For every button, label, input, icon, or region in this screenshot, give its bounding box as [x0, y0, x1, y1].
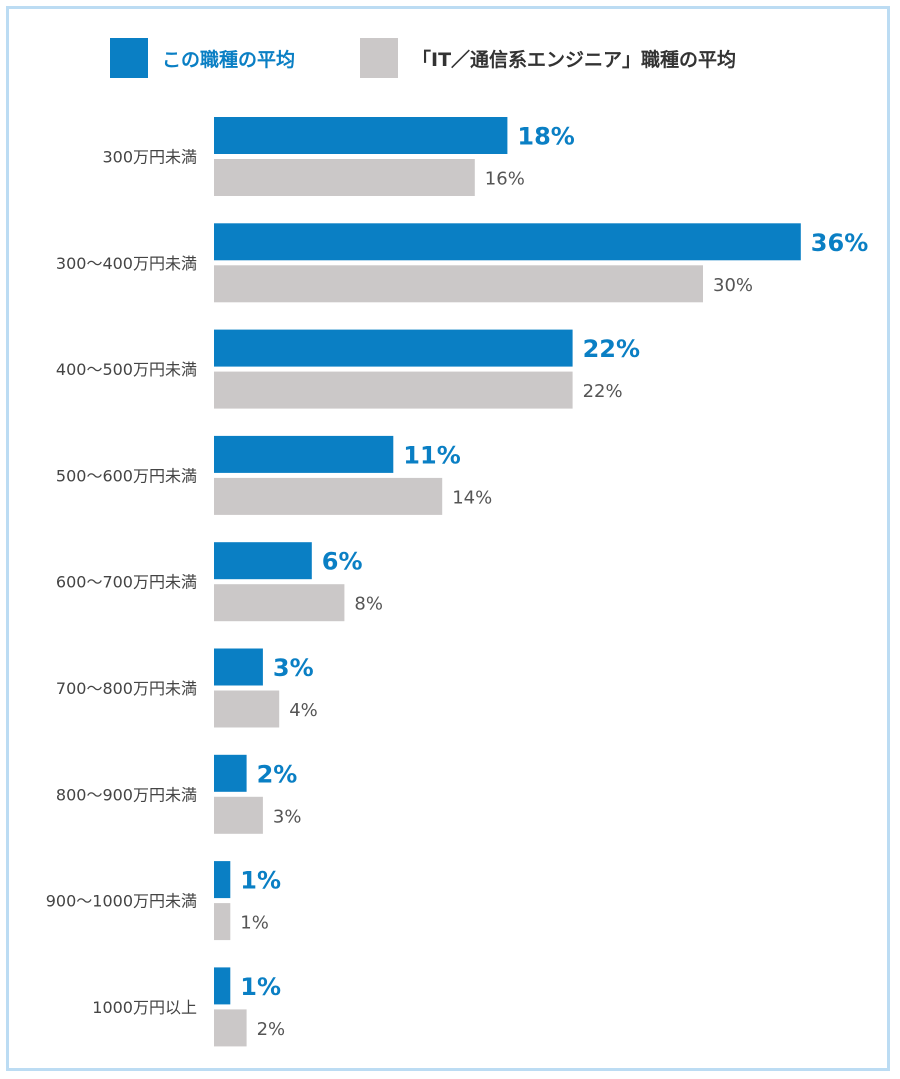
data-label-secondary: 14%	[452, 487, 492, 508]
data-label-secondary: 16%	[485, 169, 525, 190]
bar-primary	[214, 329, 573, 367]
legend-item-primary: この職種の平均	[110, 38, 295, 78]
category-label: 600〜700万円未満	[56, 573, 197, 592]
bar-primary	[214, 648, 263, 686]
data-label-primary: 22%	[583, 335, 640, 363]
bar-secondary	[214, 690, 280, 728]
category-label: 400〜500万円未満	[56, 360, 197, 379]
legend-label-primary: この職種の平均	[162, 48, 296, 71]
bar-primary	[214, 967, 231, 1005]
chart-frame	[6, 6, 890, 1071]
data-label-secondary: 1%	[240, 913, 269, 934]
legend-swatch-secondary	[360, 38, 398, 78]
data-label-secondary: 22%	[583, 381, 623, 402]
legend: この職種の平均 「IT／通信系エンジニア」職種の平均	[0, 38, 900, 78]
data-label-primary: 6%	[322, 548, 363, 576]
bar-secondary	[214, 1009, 247, 1047]
data-label-secondary: 2%	[257, 1019, 286, 1040]
bar-primary	[214, 117, 508, 154]
data-label-secondary: 30%	[713, 275, 753, 296]
category-label: 800〜900万円未満	[56, 785, 197, 804]
category-label: 700〜800万円未満	[56, 679, 197, 698]
bar-primary	[214, 223, 801, 261]
category-label: 500〜600万円未満	[56, 466, 197, 485]
category-label: 1000万円以上	[92, 998, 197, 1017]
bar-primary	[214, 861, 231, 899]
legend-label-secondary: 「IT／通信系エンジニア」職種の平均	[412, 48, 737, 71]
data-label-secondary: 3%	[273, 806, 302, 827]
data-label-primary: 2%	[257, 760, 298, 788]
data-label-secondary: 4%	[289, 700, 318, 721]
data-label-primary: 3%	[273, 654, 314, 682]
bar-secondary	[214, 265, 703, 303]
legend-swatch-primary	[110, 38, 148, 78]
bar-secondary	[214, 477, 443, 515]
bar-secondary	[214, 159, 475, 196]
data-label-primary: 11%	[403, 441, 460, 469]
data-label-primary: 36%	[811, 229, 868, 257]
bar-primary	[214, 754, 247, 792]
category-label: 900〜1000万円未満	[46, 892, 197, 911]
legend-item-secondary: 「IT／通信系エンジニア」職種の平均	[360, 38, 736, 78]
bar-secondary	[214, 371, 573, 409]
bar-primary	[214, 435, 394, 473]
category-label: 300万円未満	[102, 148, 197, 167]
data-label-primary: 18%	[517, 123, 574, 151]
data-label-primary: 1%	[240, 867, 281, 895]
category-label: 300〜400万円未満	[56, 254, 197, 273]
bar-secondary	[214, 584, 345, 622]
bar-secondary	[214, 796, 263, 834]
data-label-secondary: 8%	[354, 594, 383, 615]
bar-primary	[214, 542, 312, 580]
data-label-primary: 1%	[240, 973, 281, 1001]
bar-secondary	[214, 903, 231, 941]
